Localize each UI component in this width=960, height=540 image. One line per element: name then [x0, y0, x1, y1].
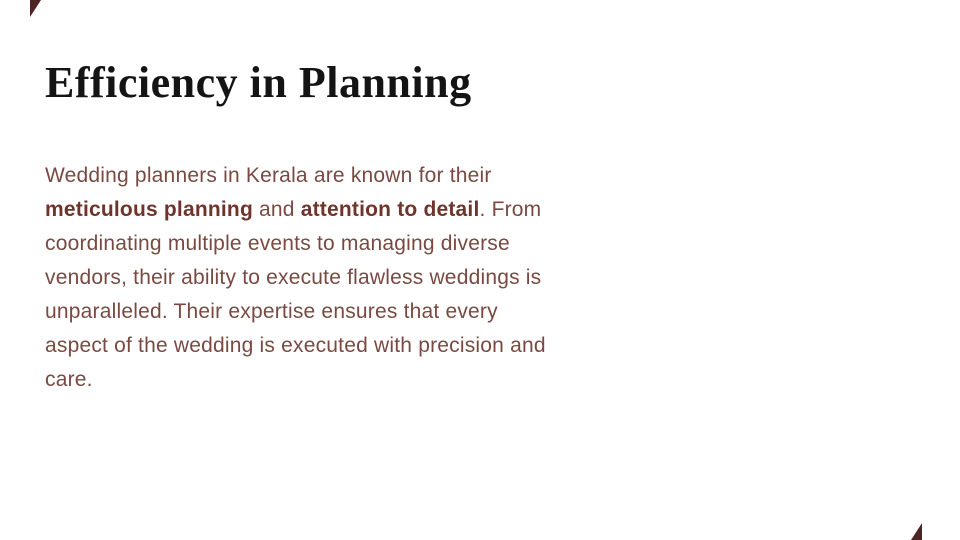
corner-accent-bottom-right-icon [911, 523, 922, 540]
corner-accent-top-left-icon [30, 0, 41, 17]
bold-phrase-attention-to-detail: attention to detail [300, 197, 480, 221]
paragraph-text-part3: . From coordinating multiple events to m… [45, 197, 546, 391]
body-paragraph: Wedding planners in Kerala are known for… [45, 159, 550, 397]
paragraph-text-part2: and [252, 197, 301, 221]
paragraph-text-part1: Wedding planners in Kerala are known for… [45, 163, 492, 187]
page-title: Efficiency in Planning [45, 58, 472, 107]
slide-content: Efficiency in Planning Wedding planners … [45, 58, 565, 397]
bold-phrase-meticulous-planning: meticulous planning [45, 197, 253, 221]
